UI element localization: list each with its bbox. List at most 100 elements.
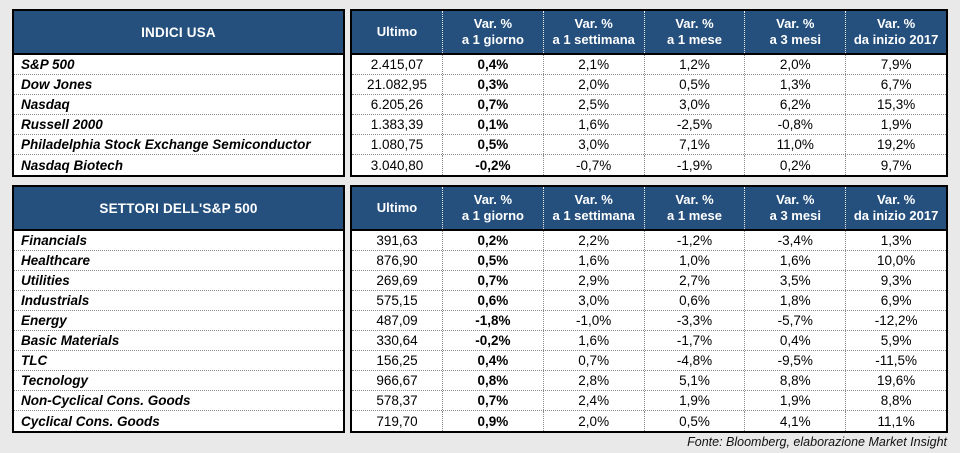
table-row: 719,70 0,9% 2,0% 0,5% 4,1% 11,1%: [352, 411, 946, 431]
table-settori-sp500: SETTORI DELL'S&P 500 Financials Healthcar…: [12, 185, 948, 433]
column-header-var: Var. % a 3 mesi: [744, 187, 845, 229]
indici-usa-values-panel: Ultimo Var. % a 1 giorno Var. % a 1 settiman…: [350, 9, 948, 177]
column-header-line1: Var. %: [876, 192, 916, 207]
cell-ultimo: 21.082,95: [366, 77, 428, 92]
cell-var: 10,0%: [845, 251, 946, 270]
settori-name-panel: SETTORI DELL'S&P 500 Financials Healthcar…: [12, 185, 345, 433]
settori-values-panel: Ultimo Var. % a 1 giorno Var. % a 1 settiman…: [350, 185, 948, 433]
cell-var: 2,2%: [542, 231, 644, 250]
table-row: 330,64 -0,2% 1,6% -1,7% 0,4% 5,9%: [352, 331, 946, 351]
cell-var: 7,1%: [643, 135, 745, 154]
cell-var: -9,5%: [744, 351, 845, 370]
table-row: 578,37 0,7% 2,4% 1,9% 1,9% 8,8%: [352, 391, 946, 411]
cell-var: -1,0%: [542, 311, 644, 330]
cell-var: 7,9%: [845, 55, 946, 74]
row-label: Financials: [14, 231, 343, 251]
column-header-line1: Var. %: [776, 16, 815, 31]
cell-var: 0,7%: [442, 391, 543, 410]
indici-usa-name-panel: INDICI USA S&P 500 Dow Jones Nasdaq Russell…: [12, 9, 345, 177]
section-title-settori: SETTORI DELL'S&P 500: [14, 187, 343, 231]
cell-ultimo: 156,25: [376, 353, 418, 368]
cell-var: 1,3%: [845, 231, 946, 250]
cell-var: -1,2%: [643, 231, 745, 250]
cell-var: 0,5%: [643, 411, 745, 431]
settori-name-rows: Financials Healthcare Utilities Industrials…: [14, 231, 343, 431]
cell-var: -0,2%: [442, 331, 543, 350]
cell-var: 1,2%: [643, 55, 745, 74]
cell-ultimo: 330,64: [376, 333, 418, 348]
cell-var: 11,0%: [744, 135, 845, 154]
table-row: 1.080,75 0,5% 3,0% 7,1% 11,0% 19,2%: [352, 135, 946, 155]
cell-ultimo: 575,15: [376, 293, 418, 308]
cell-var: 1,9%: [845, 115, 946, 134]
cell-var: 11,1%: [845, 411, 946, 431]
cell-var: 2,0%: [542, 75, 644, 94]
column-header-line2: a 3 mesi: [769, 32, 821, 47]
row-label: TLC: [14, 351, 343, 371]
row-label: Cyclical Cons. Goods: [21, 413, 160, 429]
column-header-var: Var. % da inizio 2017: [845, 11, 946, 53]
settori-value-rows: 391,63 0,2% 2,2% -1,2% -3,4% 1,3% 876,90 0,5% 1,…: [352, 231, 946, 431]
cell-var: 2,8%: [542, 371, 644, 390]
cell-var: 0,7%: [542, 351, 644, 370]
indici-usa-name-rows: S&P 500 Dow Jones Nasdaq Russell 2000 Philad…: [14, 55, 343, 175]
cell-var: -11,5%: [845, 351, 946, 370]
cell-var: 2,0%: [744, 55, 845, 74]
cell-var: 5,1%: [643, 371, 745, 390]
table-row: 487,09 -1,8% -1,0% -3,3% -5,7% -12,2%: [352, 311, 946, 331]
table-indici-usa: INDICI USA S&P 500 Dow Jones Nasdaq Russell…: [12, 9, 948, 177]
indici-usa-value-rows: 2.415,07 0,4% 2,1% 1,2% 2,0% 7,9% 21.082,95 0,3…: [352, 55, 946, 175]
cell-ultimo: 876,90: [376, 253, 418, 268]
cell-var: 2,7%: [643, 271, 745, 290]
cell-var: 1,6%: [542, 331, 644, 350]
cell-var: 6,2%: [744, 95, 845, 114]
cell-var: 0,4%: [442, 55, 543, 74]
column-header-ultimo: Ultimo: [352, 187, 442, 229]
row-label: Utilities: [14, 271, 343, 291]
cell-var: 1,6%: [542, 115, 644, 134]
cell-ultimo: 578,37: [376, 393, 418, 408]
column-header-line1: Var. %: [473, 192, 513, 207]
table-row: 2.415,07 0,4% 2,1% 1,2% 2,0% 7,9%: [352, 55, 946, 75]
cell-var: 0,7%: [442, 95, 543, 114]
column-header-var: Var. % a 1 mese: [643, 11, 745, 53]
cell-ultimo: 3.040,80: [370, 157, 424, 173]
cell-var: -0,8%: [744, 115, 845, 134]
column-header-line1: Var. %: [776, 192, 815, 207]
cell-ultimo: 269,69: [376, 273, 418, 288]
cell-var: 0,9%: [442, 411, 543, 431]
table-row: 21.082,95 0,3% 2,0% 0,5% 1,3% 6,7%: [352, 75, 946, 95]
column-header-line1: Var. %: [675, 192, 714, 207]
cell-var: 8,8%: [744, 371, 845, 390]
cell-var: -4,8%: [643, 351, 745, 370]
column-header-var: Var. % a 1 mese: [643, 187, 745, 229]
cell-var: -1,9%: [643, 155, 745, 175]
cell-var: 3,5%: [744, 271, 845, 290]
cell-var: 8,8%: [845, 391, 946, 410]
row-label: Russell 2000: [14, 115, 343, 135]
cell-var: 9,7%: [845, 155, 946, 175]
cell-var: 9,3%: [845, 271, 946, 290]
column-header-line2: a 1 giorno: [461, 208, 524, 223]
cell-var: 3,0%: [643, 95, 745, 114]
column-header-line1: Var. %: [574, 16, 613, 31]
column-header-var: Var. % a 1 giorno: [442, 11, 543, 53]
row-label: Energy: [14, 311, 343, 331]
cell-ultimo: 1.383,39: [370, 117, 424, 132]
row-label: S&P 500: [14, 55, 343, 75]
column-header-ultimo: Ultimo: [352, 11, 442, 53]
cell-var: 0,6%: [643, 291, 745, 310]
column-header-line2: a 1 settimana: [552, 208, 635, 223]
cell-var: 1,9%: [643, 391, 745, 410]
column-header-line1: Var. %: [675, 16, 714, 31]
table-row: 876,90 0,5% 1,6% 1,0% 1,6% 10,0%: [352, 251, 946, 271]
column-header-line2: da inizio 2017: [853, 32, 939, 47]
column-header-var: Var. % da inizio 2017: [845, 187, 946, 229]
cell-var: 3,0%: [542, 135, 644, 154]
row-label: Philadelphia Stock Exchange Semiconducto…: [14, 135, 343, 155]
column-header-line2: a 1 mese: [667, 32, 722, 47]
cell-var: 2,1%: [542, 55, 644, 74]
cell-var: 1,3%: [744, 75, 845, 94]
cell-ultimo: 2.415,07: [370, 57, 424, 72]
